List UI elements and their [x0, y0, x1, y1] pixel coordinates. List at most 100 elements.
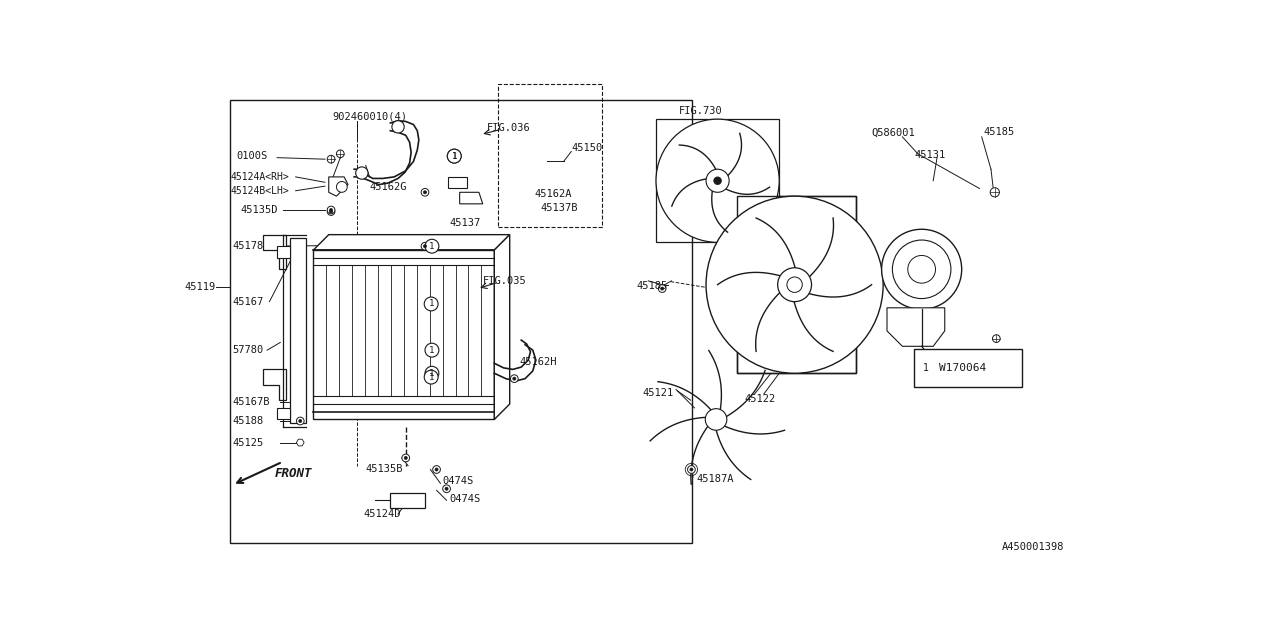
Circle shape [778, 268, 812, 301]
Text: W170064: W170064 [938, 363, 986, 373]
Circle shape [421, 243, 429, 250]
Polygon shape [494, 235, 509, 419]
Text: FIG.035: FIG.035 [483, 276, 526, 286]
Text: FRONT: FRONT [275, 467, 312, 480]
Text: 45124A<RH>: 45124A<RH> [230, 172, 289, 182]
Text: 902460010(4): 902460010(4) [333, 112, 407, 122]
Circle shape [425, 343, 439, 357]
Circle shape [916, 360, 934, 376]
Text: 1: 1 [923, 363, 928, 373]
Text: 45135B: 45135B [365, 465, 402, 474]
Polygon shape [278, 246, 291, 258]
Circle shape [329, 210, 333, 213]
Circle shape [445, 487, 448, 490]
Circle shape [660, 287, 664, 290]
Text: FIG.730: FIG.730 [680, 106, 723, 116]
Text: 45150: 45150 [571, 143, 603, 152]
Polygon shape [460, 192, 483, 204]
Text: 1: 1 [429, 300, 434, 308]
Bar [737, 196, 856, 373]
Circle shape [658, 285, 666, 292]
Text: 45124B<LH>: 45124B<LH> [230, 186, 289, 196]
Circle shape [297, 417, 305, 425]
Circle shape [404, 456, 407, 460]
Circle shape [882, 229, 961, 309]
Circle shape [714, 177, 722, 184]
Circle shape [425, 239, 439, 253]
Circle shape [705, 409, 727, 430]
Circle shape [787, 277, 803, 292]
Polygon shape [448, 177, 467, 188]
Circle shape [707, 169, 730, 192]
Polygon shape [314, 235, 509, 250]
Circle shape [298, 419, 302, 422]
Circle shape [655, 119, 780, 243]
Circle shape [424, 244, 426, 248]
Circle shape [424, 191, 426, 194]
Text: 45162G: 45162G [370, 182, 407, 192]
Text: Q586001: Q586001 [872, 127, 915, 137]
Text: 57780: 57780 [233, 345, 264, 355]
Text: 45178: 45178 [233, 241, 264, 251]
Circle shape [991, 188, 1000, 197]
Text: 45185: 45185 [636, 281, 668, 291]
Text: 45131: 45131 [914, 150, 945, 161]
Circle shape [690, 468, 692, 471]
Bar [230, 100, 692, 543]
Circle shape [908, 255, 936, 283]
Text: 45125: 45125 [233, 438, 264, 447]
Circle shape [707, 196, 883, 373]
Polygon shape [329, 177, 348, 196]
Text: 45137: 45137 [449, 218, 481, 228]
Bar [657, 119, 780, 243]
Bar [498, 84, 602, 227]
Circle shape [425, 366, 439, 380]
Circle shape [511, 375, 518, 383]
Bar [914, 349, 1021, 387]
Text: 1: 1 [429, 369, 435, 378]
Polygon shape [297, 439, 305, 446]
Polygon shape [291, 239, 306, 423]
Text: 45121: 45121 [643, 387, 673, 397]
Text: 45162H: 45162H [518, 356, 557, 367]
Circle shape [513, 377, 516, 380]
Text: 45122: 45122 [745, 394, 776, 404]
Bar [934, 362, 948, 373]
Text: 45185: 45185 [983, 127, 1015, 137]
Circle shape [443, 485, 451, 493]
Circle shape [328, 208, 335, 216]
Text: 1: 1 [429, 242, 435, 251]
Circle shape [356, 167, 369, 179]
Polygon shape [390, 493, 425, 508]
Circle shape [424, 370, 438, 384]
Circle shape [337, 182, 347, 192]
Circle shape [328, 206, 335, 214]
Circle shape [687, 466, 695, 474]
Circle shape [402, 454, 410, 462]
Text: 0474S: 0474S [443, 476, 474, 486]
Polygon shape [887, 308, 945, 346]
Circle shape [392, 121, 404, 133]
Text: 45137B: 45137B [540, 203, 579, 212]
Text: 45162A: 45162A [534, 189, 572, 199]
Text: 45188: 45188 [233, 416, 264, 426]
Text: 45167: 45167 [233, 296, 264, 307]
Bar [737, 196, 856, 373]
Circle shape [424, 297, 438, 311]
Text: 45124D: 45124D [364, 509, 401, 519]
Text: 1: 1 [452, 152, 457, 161]
Text: 1: 1 [429, 346, 435, 355]
Text: 45135D: 45135D [241, 205, 278, 215]
Polygon shape [314, 250, 494, 419]
Text: FIG.036: FIG.036 [486, 123, 530, 132]
Text: 45119: 45119 [184, 282, 215, 292]
Polygon shape [264, 235, 287, 269]
Text: 0474S: 0474S [449, 494, 481, 504]
Circle shape [447, 149, 461, 163]
Circle shape [329, 209, 333, 212]
Circle shape [433, 466, 440, 474]
Circle shape [421, 188, 429, 196]
Text: 0100S: 0100S [237, 151, 268, 161]
Polygon shape [264, 369, 287, 400]
Circle shape [992, 335, 1000, 342]
